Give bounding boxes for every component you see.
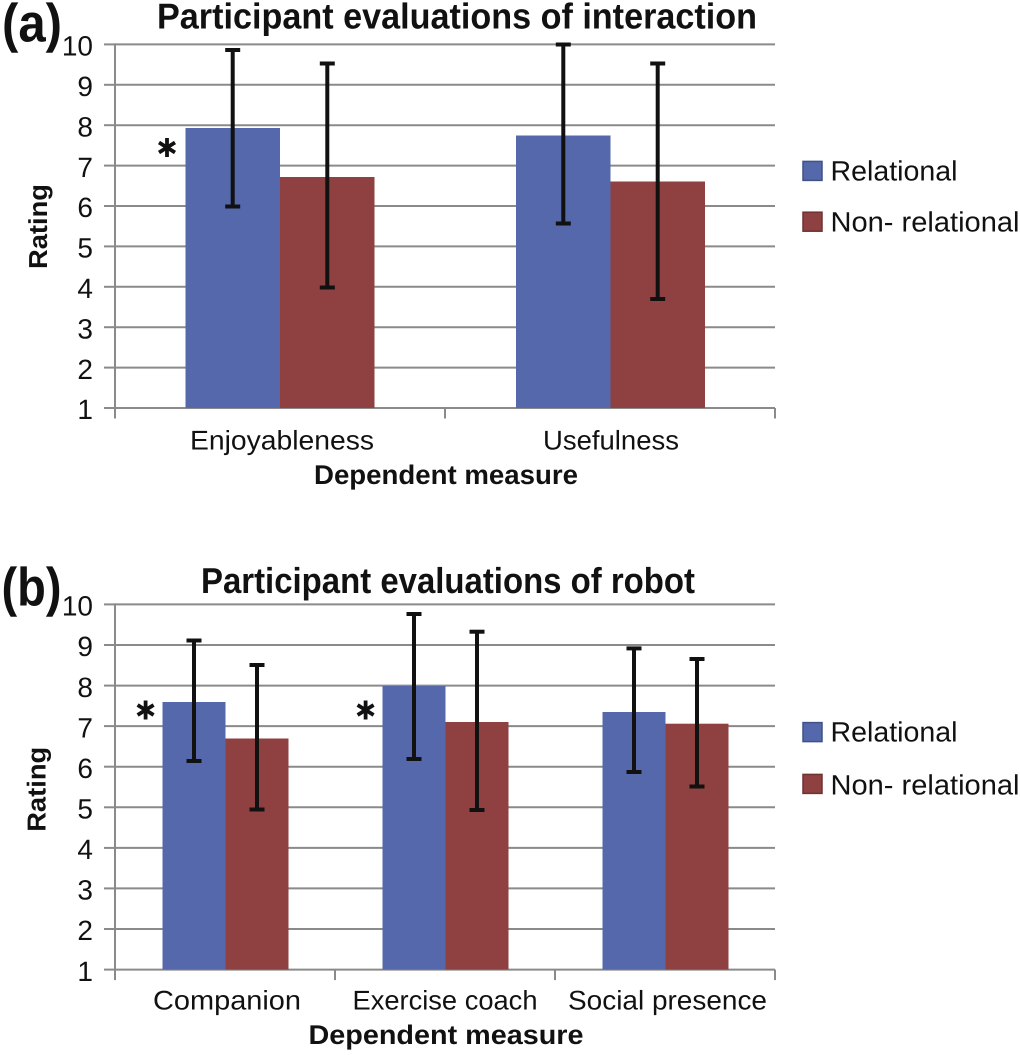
svg-text:Exercise coach: Exercise coach	[353, 986, 538, 1016]
svg-text:4: 4	[77, 273, 93, 304]
svg-text:9: 9	[77, 71, 93, 102]
svg-text:Enjoyableness: Enjoyableness	[190, 426, 374, 456]
svg-text:Participant evaluations of rob: Participant evaluations of robot	[201, 560, 695, 601]
svg-text:4: 4	[77, 834, 93, 865]
svg-text:Non- relational: Non- relational	[831, 207, 1020, 238]
svg-text:9: 9	[77, 631, 93, 662]
svg-text:10: 10	[62, 31, 93, 62]
svg-text:8: 8	[77, 111, 93, 142]
svg-text:Dependent measure: Dependent measure	[309, 1020, 584, 1050]
svg-text:6: 6	[77, 192, 93, 223]
svg-text:(a): (a)	[2, 0, 62, 54]
svg-text:10: 10	[62, 591, 93, 622]
svg-text:7: 7	[77, 152, 93, 183]
svg-text:Companion: Companion	[153, 986, 301, 1016]
svg-text:Rating: Rating	[23, 184, 53, 269]
svg-text:5: 5	[77, 233, 93, 264]
svg-text:3: 3	[77, 875, 93, 906]
svg-text:2: 2	[77, 915, 93, 946]
svg-text:Relational: Relational	[831, 156, 958, 187]
svg-text:Usefulness: Usefulness	[543, 426, 679, 456]
svg-text:Non- relational: Non- relational	[831, 770, 1020, 801]
svg-text:2: 2	[77, 354, 93, 385]
svg-text:3: 3	[77, 313, 93, 344]
svg-text:1: 1	[77, 956, 93, 987]
svg-text:Relational: Relational	[831, 717, 958, 748]
svg-text:Rating: Rating	[22, 747, 52, 832]
svg-text:Participant evaluations of int: Participant evaluations of interaction	[157, 0, 757, 37]
svg-text:Social presence: Social presence	[568, 986, 767, 1016]
svg-text:7: 7	[77, 712, 93, 743]
svg-text:5: 5	[77, 794, 93, 825]
svg-text:Dependent measure: Dependent measure	[314, 460, 578, 490]
svg-text:(b): (b)	[2, 558, 62, 618]
svg-text:1: 1	[77, 394, 93, 425]
svg-text:8: 8	[77, 672, 93, 703]
svg-text:6: 6	[77, 753, 93, 784]
